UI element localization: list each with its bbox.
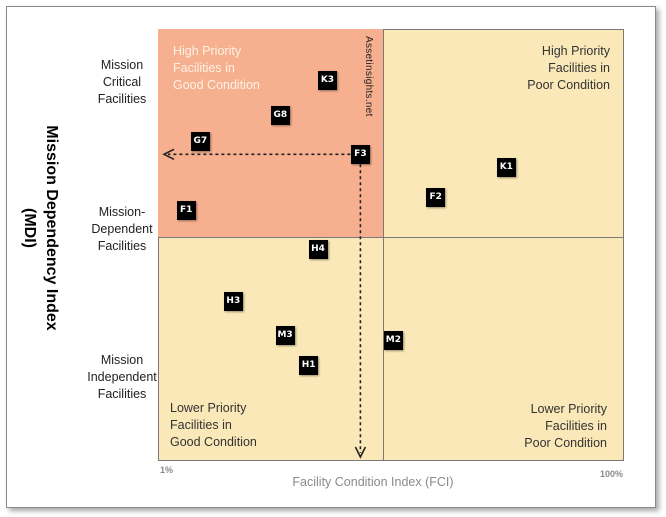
data-point-k1: K1 <box>496 157 516 177</box>
data-point-m2: M2 <box>383 330 403 350</box>
quadrant-label-top-left: High Priority Facilities in Good Conditi… <box>173 44 260 92</box>
arrowhead-left <box>162 148 175 160</box>
quadrant-label-bottom-right: Lower Priority Facilities in Poor Condit… <box>524 402 607 450</box>
arrowhead-down <box>354 446 367 459</box>
data-point-h4: H4 <box>308 239 328 259</box>
y-category-mission-independent: Mission Independent Facilities <box>87 353 157 401</box>
data-point-k3: K3 <box>317 71 337 91</box>
x-tick-min: 1% <box>160 465 174 475</box>
y-category-mission-dependent: Mission- Dependent Facilities <box>91 205 153 253</box>
data-point-m3: M3 <box>275 326 295 346</box>
data-point-h3: H3 <box>223 291 243 311</box>
data-point-h1: H1 <box>299 356 319 376</box>
data-point-f3: F3 <box>350 144 370 164</box>
data-point-g7: G7 <box>190 131 210 151</box>
mdi-threshold-line <box>158 237 624 238</box>
quadrant-label-top-right: High Priority Facilities in Poor Conditi… <box>527 44 610 92</box>
x-axis-title: Facility Condition Index (FCI) <box>292 475 454 489</box>
quadrant-label-bottom-left: Lower Priority Facilities in Good Condit… <box>170 401 257 449</box>
data-point-f2: F2 <box>426 187 446 207</box>
data-point-g8: G8 <box>270 105 290 125</box>
fci-threshold-line <box>383 29 384 461</box>
x-tick-max: 100% <box>600 469 624 479</box>
data-point-f1: F1 <box>176 200 196 220</box>
y-category-mission-critical: Mission Critical Facilities <box>97 58 147 106</box>
